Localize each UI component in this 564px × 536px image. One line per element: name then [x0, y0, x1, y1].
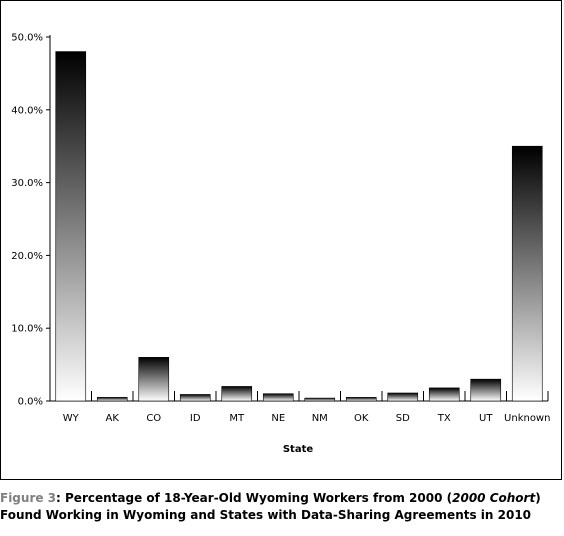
bars [55, 51, 543, 402]
caption-text-part1: : Percentage of 18-Year-Old Wyoming Work… [56, 491, 453, 505]
bar-co [138, 357, 170, 402]
bar-sd [387, 392, 419, 402]
bar-wy [55, 51, 87, 402]
x-tick-label: UT [479, 413, 493, 424]
tick-labels: 0.0% 10.0% 20.0% 30.0% 40.0% 50.0% WY AK CO ID MT N… [11, 33, 550, 425]
x-tick-label: Unknown [504, 413, 550, 424]
axes [46, 35, 549, 402]
x-tick-label: OK [354, 413, 369, 424]
y-tick-label: 10.0% [11, 324, 43, 335]
caption-cohort: 2000 Cohort [452, 491, 536, 505]
x-tick-label: NM [312, 413, 328, 424]
x-tick-label: MT [229, 413, 245, 424]
figure-caption: Figure 3: Percentage of 18-Year-Old Wyom… [0, 490, 564, 524]
x-tick-label: NE [271, 413, 285, 424]
y-tick-label: 0.0% [18, 397, 43, 408]
y-tick-label: 40.0% [11, 105, 43, 116]
y-tick-label: 50.0% [11, 33, 43, 44]
bar-nm [304, 397, 336, 402]
x-tick-label: CO [146, 413, 161, 424]
figure-label: Figure 3 [0, 491, 57, 505]
bar-ok [345, 397, 377, 402]
x-axis-title: State [283, 444, 314, 455]
y-tick-label: 20.0% [11, 251, 43, 262]
x-tick-label: AK [106, 413, 120, 424]
caption-line-2: Found Working in Wyoming and States with… [0, 508, 532, 522]
bar-ak [96, 397, 128, 402]
bar-chart: 0.0% 10.0% 20.0% 30.0% 40.0% 50.0% WY AK CO ID MT N… [11, 33, 550, 456]
bar-unknown [511, 145, 543, 402]
x-tick-label: TX [437, 413, 451, 424]
bar-id [179, 394, 211, 402]
bar-tx [428, 387, 460, 402]
x-tick-label: SD [396, 413, 410, 424]
caption-line-1: Figure 3: Percentage of 18-Year-Old Wyom… [0, 490, 564, 507]
y-tick-label: 30.0% [11, 178, 43, 189]
x-tick-label: WY [63, 413, 80, 424]
x-tick-label: ID [190, 413, 201, 424]
bar-ne [262, 393, 294, 402]
bar-mt [221, 386, 253, 402]
bar-ut [470, 378, 502, 402]
caption-text-part2: ) [535, 491, 541, 505]
